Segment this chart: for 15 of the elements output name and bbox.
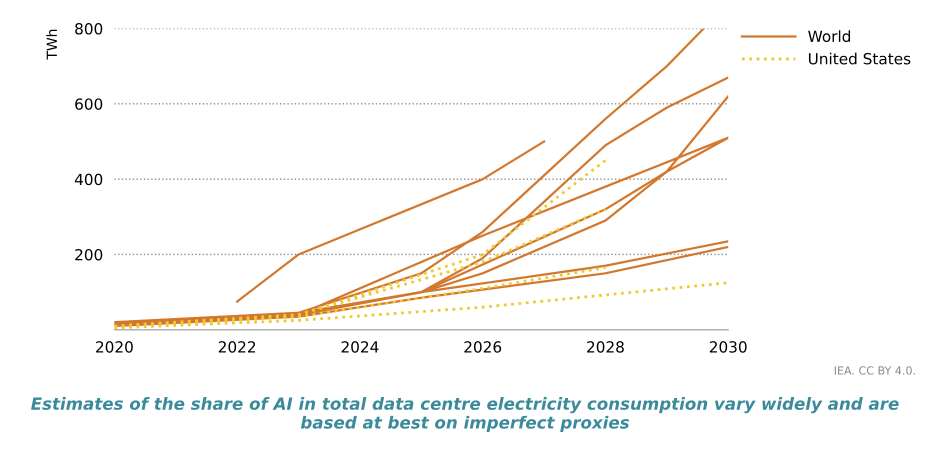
text: Estimates of the share of AI in total data centre electricity consumption vary widely and are based at best on imperfect proxies [31,397,899,432]
y-tick-label: 600 [75,98,102,110]
legend-label: World [808,30,850,42]
text: IEA. CC BY 4.0. [834,366,915,375]
x-tick-label: 2024 [342,341,378,353]
y-tick-label: 400 [74,174,102,186]
x-tick-label: 2020 [96,341,133,353]
x-tick-label: 2028 [587,341,624,353]
legend-label: United States [808,52,910,64]
y-axis-title: TWh [46,30,57,60]
y-tick-label: 200 [75,248,102,260]
x-tick-label: 2022 [218,341,256,353]
y-tick-label: 800 [75,23,102,35]
x-tick-label: 2030 [710,341,747,353]
x-tick-label: 2026 [464,341,502,353]
